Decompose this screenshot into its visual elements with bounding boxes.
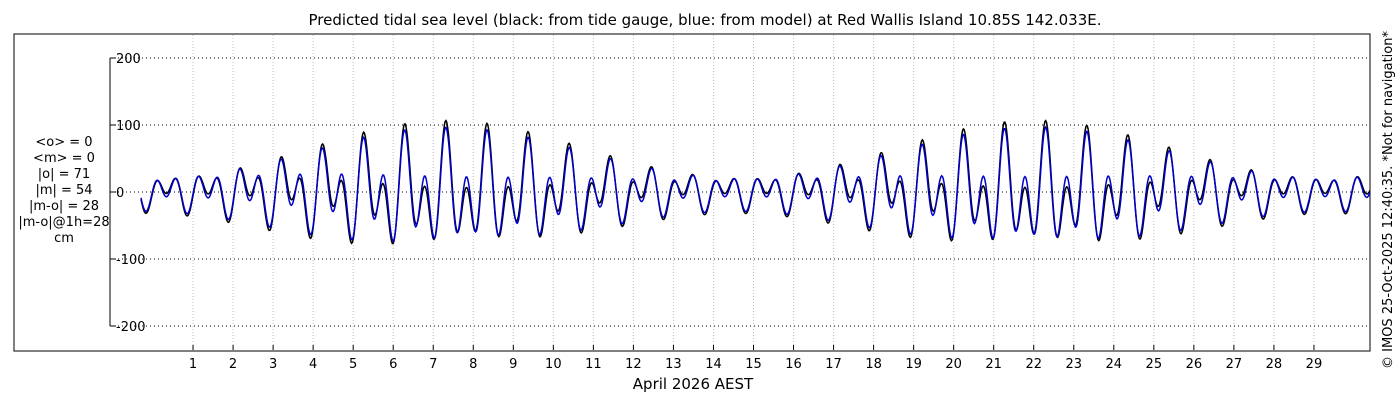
- x-tick-label: 28: [1266, 357, 1283, 372]
- x-tick-label: 1: [189, 357, 197, 372]
- y-tick-label: 0: [116, 186, 124, 201]
- series-layer: [140, 119, 1371, 245]
- x-tick-label: 18: [865, 357, 882, 372]
- x-tick-label: 22: [1025, 357, 1042, 372]
- chart-title: Predicted tidal sea level (black: from t…: [309, 11, 1102, 29]
- x-tick-label: 5: [349, 357, 357, 372]
- x-tick-label: 26: [1186, 357, 1203, 372]
- x-tick-label: 14: [705, 357, 722, 372]
- x-tick-label: 15: [745, 357, 762, 372]
- stat-unit: cm: [54, 231, 74, 246]
- stat-abs-diff: |m-o| = 28: [28, 199, 99, 214]
- x-tick-label: 10: [545, 357, 562, 372]
- x-tick-label: 4: [309, 357, 317, 372]
- x-tick-label: 23: [1065, 357, 1082, 372]
- y-tick-label: -100: [116, 253, 146, 268]
- x-tick-label: 17: [825, 357, 842, 372]
- x-tick-label: 24: [1106, 357, 1123, 372]
- x-tick-label: 20: [945, 357, 962, 372]
- stat-mean-model: <m> = 0: [33, 151, 95, 166]
- x-axis-label: April 2026 AEST: [633, 375, 754, 393]
- stat-abs-model: |m| = 54: [35, 183, 93, 198]
- x-tick-label: 9: [509, 357, 517, 372]
- x-tick-label: 27: [1226, 357, 1243, 372]
- x-tick-label: 12: [625, 357, 642, 372]
- stat-abs-diff-1h: |m-o|@1h=28: [18, 215, 110, 230]
- x-tick-label: 13: [665, 357, 682, 372]
- x-tick-label: 2: [229, 357, 237, 372]
- x-tick-label: 7: [429, 357, 437, 372]
- x-tick-label: 8: [469, 357, 477, 372]
- x-tick-label: 19: [905, 357, 922, 372]
- plot-frame: [13, 33, 1371, 352]
- stat-mean-observed: <o> = 0: [35, 135, 93, 150]
- x-tick-label: 3: [269, 357, 277, 372]
- x-tick-label: 6: [389, 357, 397, 372]
- x-tick-label: 11: [585, 357, 602, 372]
- x-tick-label: 16: [785, 357, 802, 372]
- x-tick-label: 29: [1306, 357, 1323, 372]
- y-tick-label: -200: [116, 320, 146, 335]
- x-tick-label: 25: [1146, 357, 1163, 372]
- stat-abs-observed: |o| = 71: [37, 167, 91, 182]
- copyright-note: © IMOS 25-Oct-2025 12:40:35. *Not for na…: [1381, 31, 1396, 369]
- y-tick-label: 200: [116, 52, 141, 67]
- y-tick-label: 100: [116, 119, 141, 134]
- x-tick-label: 21: [985, 357, 1002, 372]
- model-line: [140, 125, 1371, 243]
